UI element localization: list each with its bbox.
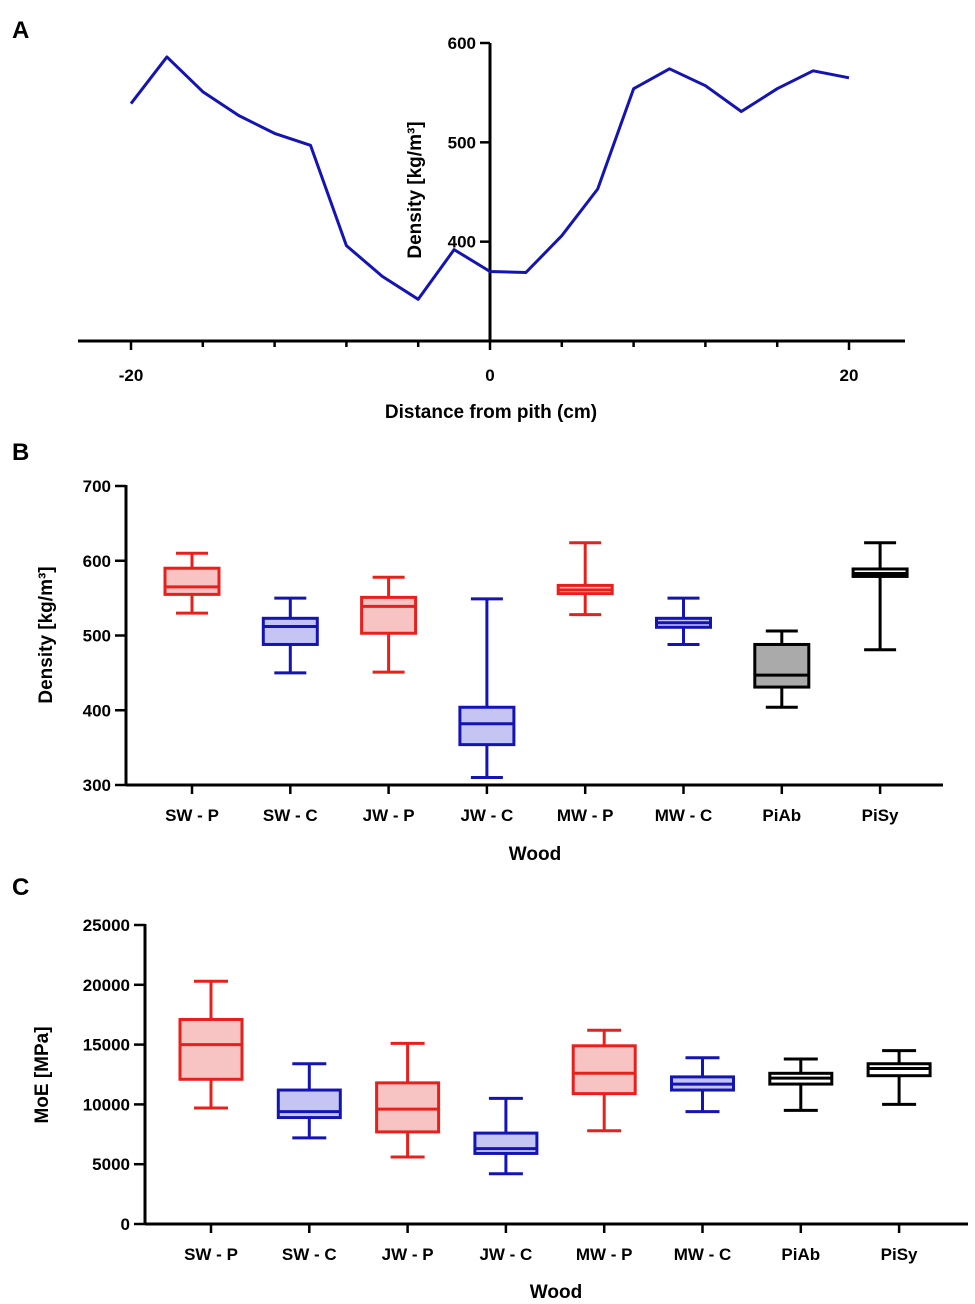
panel-c-x-tick-label: SW - P (184, 1245, 238, 1264)
panel-c-y-tick-label: 20000 (83, 976, 130, 995)
panel-a-y-tick-label: 600 (448, 34, 476, 53)
panel-b-y-tick-label: 500 (83, 627, 111, 646)
panel-b-x-axis-title: Wood (509, 844, 561, 865)
panel-b-box (360, 595, 418, 635)
panel-a-x-tick-label: 20 (840, 366, 859, 385)
panel-a-x-tick-label: -20 (119, 366, 144, 385)
panel-c-letter: C (12, 874, 29, 901)
panel-c-y-tick-label: 25000 (83, 916, 130, 935)
panel-b-x-tick-label: JW - P (363, 806, 415, 825)
panel-b-x-tick-label: PiSy (862, 806, 899, 825)
panel-a-x-axis-title: Distance from pith (cm) (385, 402, 597, 423)
panel-a-y-tick-label: 500 (448, 133, 476, 152)
panel-a-density-line (129, 55, 850, 301)
panel-c-x-tick-label: JW - P (382, 1245, 434, 1264)
panel-b-x-tick-label: SW - C (263, 806, 318, 825)
panel-c-y-tick-label: 15000 (83, 1036, 130, 1055)
panel-c-x-tick-label: MW - C (674, 1245, 732, 1264)
panel-b-box (261, 616, 319, 646)
panel-c-box (178, 1017, 244, 1081)
panel-a-y-tick-label: 400 (448, 233, 476, 252)
panel-c-x-tick-label: PiAb (781, 1245, 820, 1264)
panel-b-y-tick-label: 600 (83, 552, 111, 571)
panel-c-box (571, 1044, 637, 1096)
panel-b-x-tick-label: PiAb (762, 806, 801, 825)
panel-b-chart: 300 400 500 600 700 SW - P SW - C JW - P JW - C M… (83, 477, 943, 825)
panel-b-y-tick-label: 300 (83, 776, 111, 795)
panel-a-x-tick-label: 0 (485, 366, 494, 385)
panel-c-x-tick-label: PiSy (881, 1245, 918, 1264)
panel-c-y-tick-label: 10000 (83, 1095, 130, 1114)
panel-c-y-tick-label: 5000 (92, 1155, 130, 1174)
panel-c-y-axis-title: MoE [MPa] (32, 1026, 53, 1123)
panel-b-box (458, 705, 516, 747)
panel-b-y-tick-label: 400 (83, 701, 111, 720)
panel-a-y-axis-title: Density [kg/m³] (405, 121, 426, 258)
panel-a-letter: A (12, 17, 29, 44)
panel-b-x-tick-label: JW - C (460, 806, 513, 825)
panel-c-x-tick-label: SW - C (282, 1245, 337, 1264)
panel-c-x-tick-label: JW - C (479, 1245, 532, 1264)
panel-c-x-tick-label: MW - P (576, 1245, 633, 1264)
panel-b-x-tick-label: SW - P (165, 806, 219, 825)
panel-b-box (163, 566, 221, 596)
panel-b-box (753, 642, 811, 689)
panel-c-box (276, 1088, 342, 1120)
panel-b-letter: B (12, 439, 29, 466)
panel-c-x-axis-title: Wood (530, 1282, 582, 1303)
panel-b-y-tick-label: 700 (83, 477, 111, 496)
panel-c-box (375, 1081, 441, 1134)
panel-c-chart: 0 5000 10000 15000 20000 25000 SW - P SW - C JW … (83, 916, 968, 1264)
panel-c-y-tick-label: 0 (121, 1215, 130, 1234)
panel-b-y-axis-title: Density [kg/m³] (36, 566, 57, 703)
panel-a-chart: -20 0 20 400 500 600 (78, 34, 905, 385)
panel-b-x-tick-label: MW - C (655, 806, 713, 825)
panel-c-box (473, 1131, 539, 1155)
panel-b-x-tick-label: MW - P (557, 806, 614, 825)
